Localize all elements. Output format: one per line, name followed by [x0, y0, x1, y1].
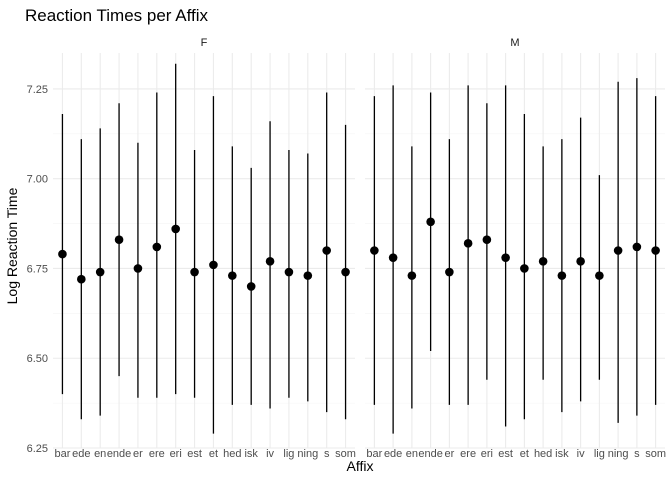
x-tick-label: ning [297, 448, 318, 460]
data-point [501, 253, 510, 262]
x-tick-label: ede [72, 448, 90, 460]
x-tick-label: iv [577, 448, 585, 460]
data-point [613, 246, 623, 255]
data-point [426, 217, 435, 227]
data-point [576, 256, 585, 266]
x-tick-label: ere [149, 448, 165, 460]
data-point [133, 264, 143, 273]
x-tick-label: eri [170, 448, 182, 460]
data-point [341, 267, 350, 277]
x-tick-label: hed [534, 448, 552, 460]
x-tick-label: hed [223, 448, 241, 460]
x-tick-label: ere [460, 448, 476, 460]
data-point [370, 246, 379, 255]
x-tick-label: en [94, 448, 106, 460]
data-point [265, 256, 275, 266]
data-point [77, 274, 86, 284]
x-tick-label: bar [366, 448, 382, 460]
data-point [482, 235, 492, 245]
data-point [557, 271, 567, 280]
chart-title: Reaction Times per Affix [25, 6, 208, 25]
x-tick-label: som [645, 448, 666, 460]
data-point [445, 267, 454, 277]
data-point [171, 224, 180, 234]
y-tick-label: 6.50 [27, 353, 48, 365]
data-point [407, 271, 417, 280]
data-point [228, 271, 237, 280]
x-tick-label: en [406, 448, 418, 460]
x-tick-label: s [634, 448, 640, 460]
x-tick-label: isk [244, 448, 258, 460]
data-point [58, 249, 67, 259]
data-point [632, 242, 642, 252]
x-tick-label: lig [283, 448, 294, 460]
x-tick-label: est [187, 448, 202, 460]
data-point [322, 246, 331, 255]
x-tick-label: iv [266, 448, 274, 460]
x-tick-label: est [498, 448, 513, 460]
data-point [520, 264, 529, 273]
data-point [95, 267, 105, 277]
x-tick-label: et [209, 448, 218, 460]
data-point [284, 267, 294, 277]
y-tick-label: 7.00 [27, 174, 48, 186]
y-tick-label: 6.75 [27, 263, 48, 275]
data-point [595, 271, 604, 280]
x-tick-label: eri [481, 448, 493, 460]
data-point [388, 253, 398, 262]
x-tick-label: lig [594, 448, 605, 460]
data-point [651, 246, 660, 255]
x-tick-label: bar [54, 448, 70, 460]
panel-label: M [510, 37, 519, 49]
y-tick-label: 7.25 [27, 84, 48, 96]
data-point [463, 239, 473, 248]
x-tick-label: er [444, 448, 454, 460]
y-tick-label: 6.25 [27, 443, 48, 455]
data-point [246, 282, 256, 291]
data-point [209, 260, 218, 270]
data-point [114, 235, 124, 245]
data-point [538, 256, 548, 266]
y-axis-title: Log Reaction Time [4, 187, 20, 304]
x-tick-label: som [335, 448, 356, 460]
x-tick-label: et [520, 448, 529, 460]
x-tick-label: ende [418, 448, 442, 460]
data-point [190, 267, 199, 277]
x-tick-label: er [133, 448, 143, 460]
panel-label: F [201, 37, 208, 49]
x-tick-label: isk [555, 448, 569, 460]
x-axis-title: Affix [347, 458, 374, 474]
data-point [303, 271, 313, 280]
x-tick-label: ede [384, 448, 402, 460]
data-point [152, 242, 162, 252]
x-tick-label: ende [107, 448, 131, 460]
x-tick-label: s [324, 448, 330, 460]
x-tick-label: ning [608, 448, 629, 460]
